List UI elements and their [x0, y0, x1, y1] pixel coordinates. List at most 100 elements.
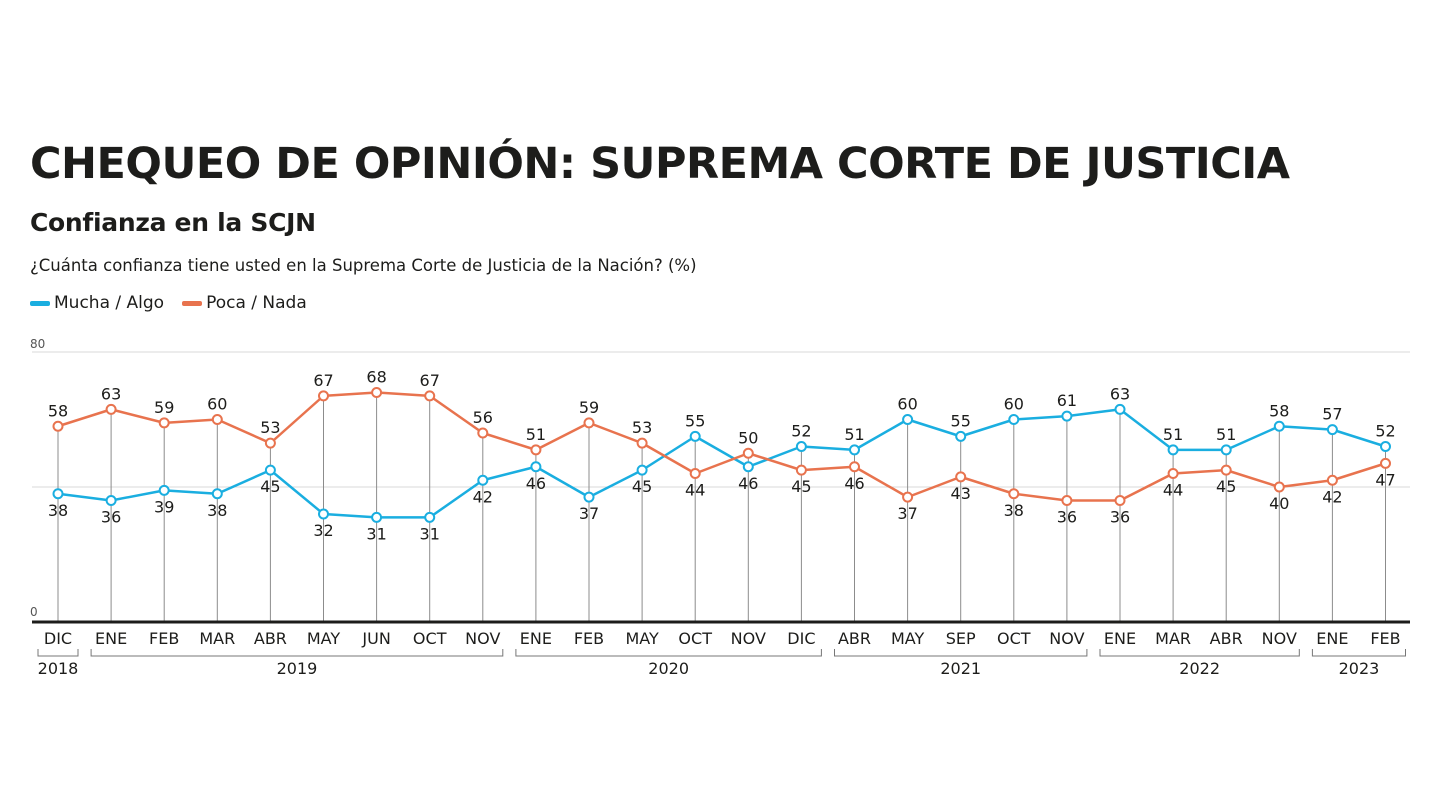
data-point-poca-nada: [1273, 481, 1285, 493]
y-tick-label: 0: [30, 605, 38, 619]
data-point-poca-nada: [477, 427, 489, 439]
data-label: 53: [260, 418, 280, 437]
x-tick-label: FEB: [149, 629, 179, 648]
data-point-mucha-algo: [955, 430, 967, 442]
data-point-poca-nada: [105, 403, 117, 415]
data-point-poca-nada: [689, 468, 701, 479]
data-point-mucha-algo: [371, 511, 383, 523]
data-label: 63: [101, 384, 121, 403]
data-label: 52: [1375, 422, 1395, 441]
x-tick-label: MAY: [625, 629, 659, 648]
data-point-mucha-algo: [795, 441, 807, 452]
data-label: 52: [791, 422, 811, 441]
data-point-mucha-algo: [902, 414, 914, 425]
year-bracket: [1099, 649, 1300, 657]
year-bracket: [37, 649, 79, 657]
data-label: 31: [366, 524, 386, 543]
data-point-poca-nada: [371, 387, 383, 398]
data-point-mucha-algo: [264, 464, 276, 476]
data-label: 45: [1216, 477, 1236, 496]
data-point-mucha-algo: [636, 464, 648, 476]
x-tick-label: ABR: [1210, 629, 1243, 648]
data-label: 38: [207, 501, 227, 520]
data-point-mucha-algo: [52, 488, 64, 500]
data-label: 47: [1375, 470, 1395, 489]
data-label: 61: [1057, 391, 1077, 410]
legend-swatch-poca-nada: [182, 300, 203, 306]
data-label: 60: [1004, 395, 1024, 414]
data-point-poca-nada: [1114, 495, 1126, 506]
legend-label-poca-nada: Poca / Nada: [206, 293, 307, 313]
data-point-poca-nada: [795, 464, 807, 476]
data-label: 63: [1110, 384, 1130, 403]
data-point-poca-nada: [1380, 457, 1391, 469]
series-line-poca-nada: [57, 391, 1386, 502]
data-point-mucha-algo: [1380, 441, 1391, 452]
chart-legend: Mucha / Algo Poca / Nada: [30, 293, 325, 313]
year-label: 2018: [38, 659, 79, 678]
data-label: 58: [48, 401, 68, 420]
x-tick-label: NOV: [731, 629, 766, 648]
x-tick-label: OCT: [413, 629, 447, 648]
x-tick-label: JUN: [361, 629, 390, 648]
data-point-poca-nada: [955, 471, 967, 483]
x-tick-label: MAY: [307, 629, 341, 648]
x-tick-label: MAY: [891, 629, 925, 648]
data-label: 59: [154, 398, 174, 417]
data-label: 45: [791, 477, 811, 496]
data-point-poca-nada: [1008, 488, 1020, 500]
data-point-poca-nada: [742, 447, 754, 459]
data-point-poca-nada: [211, 414, 223, 425]
data-label: 44: [685, 481, 705, 500]
x-tick-label: ENE: [520, 629, 552, 648]
year-bracket: [90, 649, 504, 657]
year-label: 2023: [1339, 659, 1380, 678]
x-tick-label: OCT: [678, 629, 712, 648]
data-label: 36: [101, 508, 121, 527]
x-tick-label: MAR: [199, 629, 235, 648]
year-bracket: [834, 649, 1088, 657]
data-label: 46: [526, 474, 546, 493]
x-tick-label: MAR: [1155, 629, 1191, 648]
data-point-mucha-algo: [742, 461, 754, 473]
data-label: 55: [685, 411, 705, 430]
data-point-poca-nada: [530, 444, 542, 456]
year-label: 2022: [1179, 659, 1220, 678]
x-tick-label: FEB: [574, 629, 604, 648]
data-label: 38: [1004, 501, 1024, 520]
x-tick-label: SEP: [946, 629, 976, 648]
data-label: 40: [1269, 494, 1289, 513]
x-tick-label: NOV: [1262, 629, 1297, 648]
x-tick-label: DIC: [787, 629, 815, 648]
data-label: 59: [579, 398, 599, 417]
data-label: 67: [313, 371, 333, 390]
year-label: 2020: [648, 659, 689, 678]
data-point-poca-nada: [583, 417, 595, 429]
data-point-mucha-algo: [849, 444, 860, 456]
survey-question: ¿Cuánta confianza tiene usted en la Supr…: [30, 256, 697, 275]
data-point-poca-nada: [158, 417, 170, 429]
x-tick-label: OCT: [997, 629, 1031, 648]
data-label: 45: [632, 477, 652, 496]
data-point-mucha-algo: [1273, 420, 1285, 432]
data-point-poca-nada: [636, 437, 648, 449]
legend-label-mucha-algo: Mucha / Algo: [54, 293, 165, 313]
data-point-mucha-algo: [1061, 410, 1073, 422]
data-label: 56: [473, 408, 493, 427]
series-line-mucha-algo: [57, 408, 1386, 519]
data-point-poca-nada: [1167, 468, 1179, 479]
x-tick-label: FEB: [1370, 629, 1400, 648]
x-tick-label: DIC: [44, 629, 72, 648]
data-point-poca-nada: [902, 491, 914, 503]
data-label: 50: [738, 428, 758, 447]
data-point-poca-nada: [1220, 464, 1232, 476]
data-label: 68: [366, 368, 386, 387]
data-point-poca-nada: [849, 461, 860, 473]
data-point-poca-nada: [52, 420, 64, 432]
chart-subtitle: Confianza en la SCJN: [30, 208, 316, 237]
year-label: 2019: [277, 659, 318, 678]
y-tick-label: 80: [30, 337, 45, 351]
data-label: 46: [844, 474, 864, 493]
data-point-mucha-algo: [1220, 444, 1232, 456]
x-tick-label: ABR: [838, 629, 871, 648]
